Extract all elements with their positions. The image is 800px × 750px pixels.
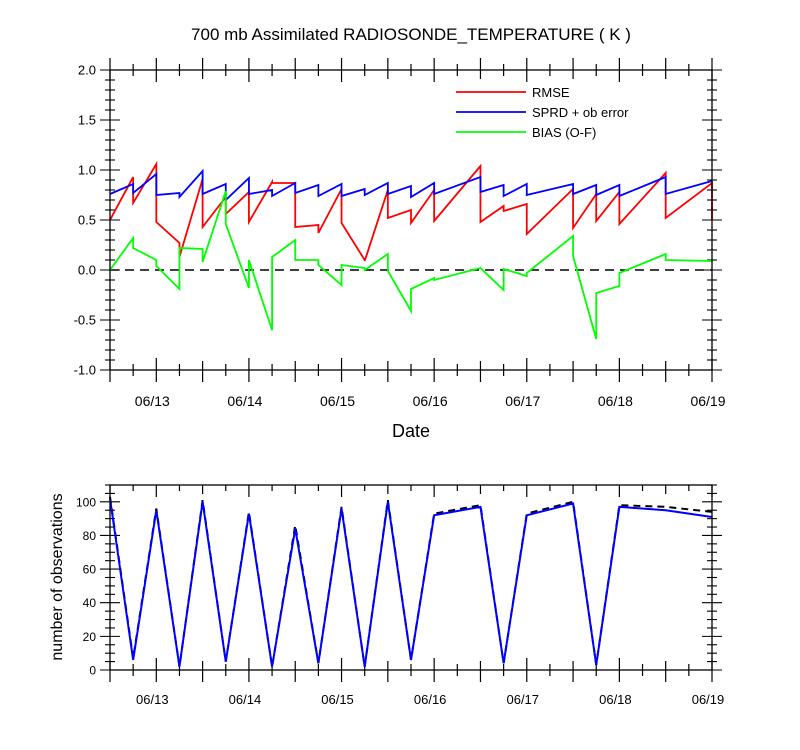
top-xtick-label: 06/16 [413, 393, 448, 409]
top-xtick-label: 06/13 [135, 393, 170, 409]
top-xtick-label: 06/19 [690, 393, 725, 409]
top-x-tick-labels: 06/13 06/14 06/15 06/16 06/17 06/18 06/19 [135, 393, 726, 409]
top-ytick-label: 1.0 [78, 163, 96, 178]
top-series-line-2 [109, 190, 713, 340]
legend: RMSE SPRD + ob error BIAS (O-F) [456, 85, 629, 140]
top-xtick-label: 06/18 [598, 393, 633, 409]
bottom-x-tick-labels: 06/13 06/14 06/15 06/16 06/17 06/18 06/19 [136, 692, 724, 707]
top-ytick-label: -0.5 [74, 313, 96, 328]
bottom-y-tick-labels: 0 20 40 60 80 100 [76, 495, 96, 677]
legend-rmse-label: RMSE [532, 85, 570, 100]
bot-xtick-label: 06/17 [506, 692, 539, 707]
top-xtick-label: 06/17 [505, 393, 540, 409]
bot-xtick-label: 06/19 [692, 692, 725, 707]
bot-ytick-label: 20 [83, 630, 97, 644]
bot-xtick-label: 06/16 [414, 692, 447, 707]
top-plot-frame [109, 69, 713, 371]
bot-ytick-label: 40 [83, 596, 97, 610]
bot-ytick-label: 100 [76, 495, 96, 509]
top-series-line-1 [109, 168, 713, 203]
legend-sprd-label: SPRD + ob error [532, 105, 629, 120]
top-panel: 700 mb Assimilated RADIOSONDE_TEMPERATUR… [74, 25, 726, 441]
bot-ytick-label: 0 [89, 664, 96, 678]
top-xtick-label: 06/15 [320, 393, 355, 409]
top-chart-title: 700 mb Assimilated RADIOSONDE_TEMPERATUR… [191, 25, 631, 44]
bot-ytick-label: 60 [83, 563, 97, 577]
top-ytick-label: 0.5 [78, 213, 96, 228]
bottom-series-group [109, 496, 713, 667]
top-series-line-0 [109, 160, 713, 262]
top-ytick-label: 1.5 [78, 113, 96, 128]
bot-xtick-label: 06/14 [229, 692, 262, 707]
top-x-axis-label: Date [392, 421, 430, 441]
bot-xtick-label: 06/15 [321, 692, 354, 707]
top-ytick-label: 0.0 [78, 263, 96, 278]
bot-xtick-label: 06/13 [136, 692, 169, 707]
top-xtick-label: 06/14 [227, 393, 262, 409]
top-series-group [109, 160, 713, 340]
top-y-tick-labels: -1.0 -0.5 0.0 0.5 1.0 1.5 2.0 [74, 63, 96, 378]
bottom-plot-frame [109, 484, 713, 671]
bottom-y-axis-label: number of observations [49, 493, 66, 660]
legend-bias-label: BIAS (O-F) [532, 125, 596, 140]
top-ytick-label: 2.0 [78, 63, 96, 78]
bot-series-line-1 [109, 498, 713, 667]
bot-xtick-label: 06/18 [599, 692, 632, 707]
bot-ytick-label: 80 [83, 529, 97, 543]
top-ytick-label: -1.0 [74, 363, 96, 378]
